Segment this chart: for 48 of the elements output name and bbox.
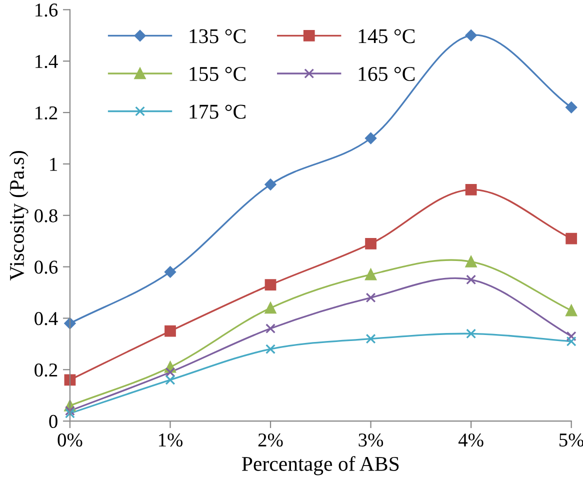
point bbox=[466, 328, 476, 339]
point bbox=[465, 184, 477, 196]
x-tick-label: 1% bbox=[158, 433, 183, 447]
x-tick-label: 0% bbox=[58, 433, 82, 447]
y-tick-label: 1.2 bbox=[36, 106, 58, 120]
y-axis-title: Viscosity (Pa.s) bbox=[9, 150, 28, 280]
point bbox=[466, 274, 476, 285]
point bbox=[365, 268, 376, 280]
point bbox=[165, 374, 176, 385]
point bbox=[266, 344, 276, 354]
point bbox=[465, 30, 477, 42]
point bbox=[164, 266, 176, 278]
point bbox=[164, 325, 176, 337]
point bbox=[366, 334, 376, 344]
point bbox=[365, 238, 376, 250]
point bbox=[465, 256, 477, 268]
x-tick-label: 3% bbox=[358, 433, 384, 447]
y-tick-label: 1.4 bbox=[36, 55, 58, 68]
point bbox=[566, 336, 576, 346]
legend-label: 145 °C bbox=[358, 29, 415, 44]
point bbox=[264, 279, 276, 290]
y-tick-label: 0.8 bbox=[34, 209, 58, 222]
point bbox=[266, 324, 276, 334]
legend-label: 165 °C bbox=[358, 66, 415, 81]
point bbox=[64, 408, 75, 418]
y-tick-label: 1.6 bbox=[36, 4, 58, 17]
point bbox=[264, 178, 276, 190]
point bbox=[264, 302, 276, 314]
legend-label: 175 °C bbox=[190, 104, 246, 119]
point bbox=[64, 374, 76, 386]
x-tick-label: 4% bbox=[458, 433, 484, 447]
point bbox=[366, 292, 376, 303]
point bbox=[566, 232, 578, 244]
point bbox=[365, 132, 377, 144]
x-axis-title: Percentage of ABS bbox=[242, 456, 399, 476]
point bbox=[165, 367, 176, 378]
point bbox=[566, 304, 578, 316]
y-tick-label: 0.4 bbox=[34, 312, 58, 326]
point bbox=[566, 102, 578, 114]
y-tick-label: 0.6 bbox=[34, 260, 58, 274]
x-tick-label: 2% bbox=[258, 433, 283, 447]
y-tick-label: 0.2 bbox=[34, 363, 58, 377]
point bbox=[566, 331, 576, 342]
y-tick-label: 1 bbox=[50, 158, 57, 171]
legend-label: 135 °C bbox=[190, 29, 246, 44]
legend-label: 155 °C bbox=[190, 66, 246, 81]
point bbox=[64, 406, 75, 416]
y-tick-label: 0 bbox=[49, 414, 58, 428]
